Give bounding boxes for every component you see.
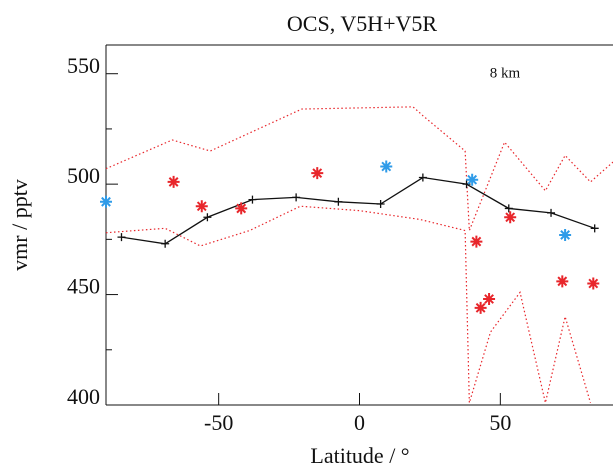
y-tick-label: 550 bbox=[67, 53, 100, 78]
star-marker bbox=[380, 160, 393, 173]
plus-marker bbox=[504, 204, 513, 213]
y-tick-label: 400 bbox=[67, 384, 100, 409]
y-axis-label: vmr / pptv bbox=[7, 179, 32, 271]
star-marker bbox=[470, 235, 483, 248]
plus-marker bbox=[248, 195, 257, 204]
plus-marker bbox=[292, 193, 301, 202]
series-line bbox=[121, 176, 595, 245]
star-marker bbox=[466, 173, 479, 186]
star-marker bbox=[195, 200, 208, 213]
plus-marker bbox=[590, 224, 599, 233]
y-tick-label: 450 bbox=[67, 274, 100, 299]
star-marker bbox=[167, 175, 180, 188]
x-axis-label: Latitude / ° bbox=[310, 443, 409, 468]
plus-marker bbox=[418, 173, 427, 182]
star-marker bbox=[587, 277, 600, 290]
plus-marker bbox=[117, 233, 126, 242]
star-marker bbox=[474, 301, 487, 314]
star-marker bbox=[483, 292, 496, 305]
plus-marker bbox=[161, 239, 170, 248]
series-line bbox=[105, 106, 613, 231]
plus-marker bbox=[334, 197, 343, 206]
plus-marker bbox=[462, 180, 471, 189]
x-tick-label: 50 bbox=[489, 410, 511, 435]
star-marker bbox=[100, 195, 112, 208]
chart-title: OCS, V5H+V5R bbox=[287, 11, 437, 36]
star-marker bbox=[235, 202, 248, 215]
annotation: 8 km bbox=[490, 65, 521, 81]
x-tick-label: -50 bbox=[204, 410, 233, 435]
plus-marker bbox=[547, 208, 556, 217]
plus-marker bbox=[203, 213, 212, 222]
star-marker bbox=[504, 211, 517, 224]
y-tick-label: 500 bbox=[67, 163, 100, 188]
star-marker bbox=[559, 228, 572, 241]
x-tick-label: 0 bbox=[354, 410, 365, 435]
plus-marker bbox=[376, 200, 385, 209]
star-marker bbox=[311, 167, 324, 180]
star-marker bbox=[556, 275, 569, 288]
